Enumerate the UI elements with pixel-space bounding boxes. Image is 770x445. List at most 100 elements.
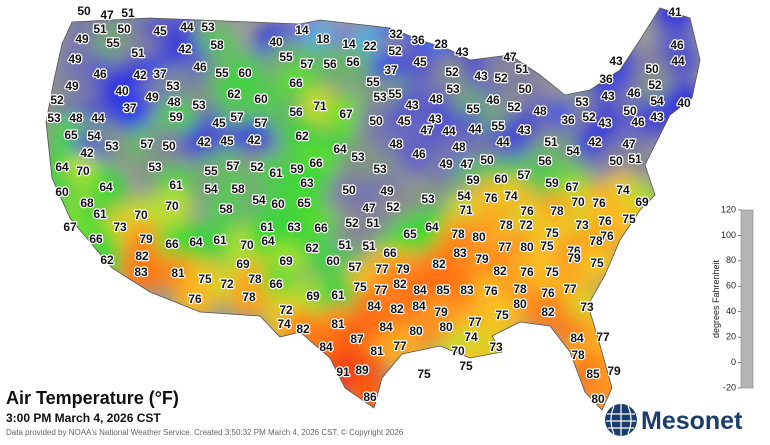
station-temperature: 73 [575, 218, 589, 232]
logo-grid [606, 404, 636, 436]
station-temperature: 61 [269, 166, 283, 180]
station-temperature: 18 [316, 32, 330, 46]
station-temperature: 50 [645, 62, 659, 76]
station-temperature: 59 [545, 176, 559, 190]
station-temperature: 45 [212, 116, 226, 130]
station-temperature: 78 [571, 348, 585, 362]
station-temperature: 61 [93, 207, 107, 221]
station-temperature: 37 [123, 101, 137, 115]
station-temperature: 76 [600, 229, 614, 243]
station-temperature: 75 [622, 212, 636, 226]
station-temperature: 79 [475, 252, 489, 266]
station-temperature: 84 [319, 340, 333, 354]
station-temperature: 66 [165, 237, 179, 251]
station-temperature: 77 [374, 283, 388, 297]
station-temperature: 53 [575, 95, 589, 109]
station-temperature: 80 [409, 324, 423, 338]
station-temperature: 36 [411, 33, 425, 47]
station-temperature: 67 [63, 220, 77, 234]
station-temperature: 74 [504, 189, 518, 203]
station-temperature: 43 [609, 54, 623, 68]
station-temperature: 40 [677, 96, 691, 110]
station-temperature: 59 [466, 173, 480, 187]
station-temperature: 67 [565, 180, 579, 194]
station-temperature: 84 [367, 299, 381, 313]
colorbar-tick-label: 20 [726, 332, 736, 342]
station-temperature: 49 [145, 90, 159, 104]
station-temperature: 54 [87, 129, 101, 143]
station-temperature: 52 [494, 71, 508, 85]
station-temperature: 73 [489, 340, 503, 354]
station-temperature: 80 [591, 392, 605, 406]
temperature-blob [318, 276, 358, 316]
station-temperature: 49 [65, 79, 79, 93]
station-temperature: 85 [436, 283, 450, 297]
station-temperature: 58 [231, 182, 245, 196]
station-temperature: 75 [590, 256, 604, 270]
station-temperature: 81 [171, 266, 185, 280]
station-temperature: 73 [580, 300, 594, 314]
colorbar: degrees Fahrenheit 120 100 80 60 40 20 0 -20 [711, 204, 754, 392]
station-temperature: 82 [135, 249, 149, 263]
station-temperature: 51 [515, 62, 529, 76]
station-temperature: 52 [250, 160, 264, 174]
station-temperature: 42 [178, 42, 192, 56]
station-temperature: 80 [513, 297, 527, 311]
station-temperature: 45 [153, 24, 167, 38]
station-temperature: 55 [279, 50, 293, 64]
station-temperature: 44 [180, 20, 194, 34]
station-temperature: 42 [197, 135, 211, 149]
temperature-blob [400, 43, 440, 83]
station-temperature: 82 [432, 257, 446, 271]
temperature-blob [152, 187, 192, 227]
station-temperature: 47 [100, 8, 114, 22]
station-temperature: 37 [153, 67, 167, 81]
station-temperature: 14 [342, 37, 356, 51]
station-temperature: 61 [331, 288, 345, 302]
station-temperature: 58 [219, 202, 233, 216]
station-temperature: 69 [635, 195, 649, 209]
station-temperature: 65 [297, 196, 311, 210]
station-temperature: 54 [566, 144, 580, 158]
station-temperature: 49 [380, 184, 394, 198]
station-temperature: 82 [393, 277, 407, 291]
colorbar-tick-label: 0 [731, 357, 736, 367]
station-temperature: 54 [252, 193, 266, 207]
station-temperature: 70 [240, 238, 254, 252]
station-temperature: 70 [76, 164, 90, 178]
station-temperature: 55 [388, 87, 402, 101]
station-temperature: 77 [596, 330, 610, 344]
station-temperature: 53 [421, 192, 435, 206]
station-temperature: 36 [599, 72, 613, 86]
station-temperature: 72 [519, 218, 533, 232]
station-temperature: 80 [439, 320, 453, 334]
station-temperature: 52 [345, 216, 359, 230]
station-temperature: 87 [350, 332, 364, 346]
station-temperature: 71 [459, 203, 473, 217]
station-temperature: 84 [413, 283, 427, 297]
station-temperature: 69 [236, 257, 250, 271]
station-temperature: 86 [363, 390, 377, 404]
station-temperature: 51 [121, 6, 135, 20]
station-temperature: 64 [99, 180, 113, 194]
station-temperature: 51 [544, 135, 558, 149]
station-temperature: 53 [192, 98, 206, 112]
station-temperature: 75 [540, 239, 554, 253]
station-temperature: 60 [494, 172, 508, 186]
station-temperature: 53 [373, 162, 387, 176]
station-temperature: 48 [389, 137, 403, 151]
station-temperature: 62 [295, 129, 309, 143]
station-temperature: 84 [570, 331, 584, 345]
station-temperature: 50 [623, 104, 637, 118]
station-temperature: 43 [428, 112, 442, 126]
station-temperature: 60 [254, 92, 268, 106]
station-temperature: 82 [541, 305, 555, 319]
us-outline [45, 7, 701, 411]
station-temperature: 75 [353, 280, 367, 294]
station-temperature: 77 [393, 339, 407, 353]
station-temperature: 47 [460, 157, 474, 171]
station-temperature: 53 [148, 160, 162, 174]
colorbar-tick-label: 120 [721, 204, 736, 214]
station-temperature: 82 [493, 264, 507, 278]
station-temperature: 72 [220, 277, 234, 291]
